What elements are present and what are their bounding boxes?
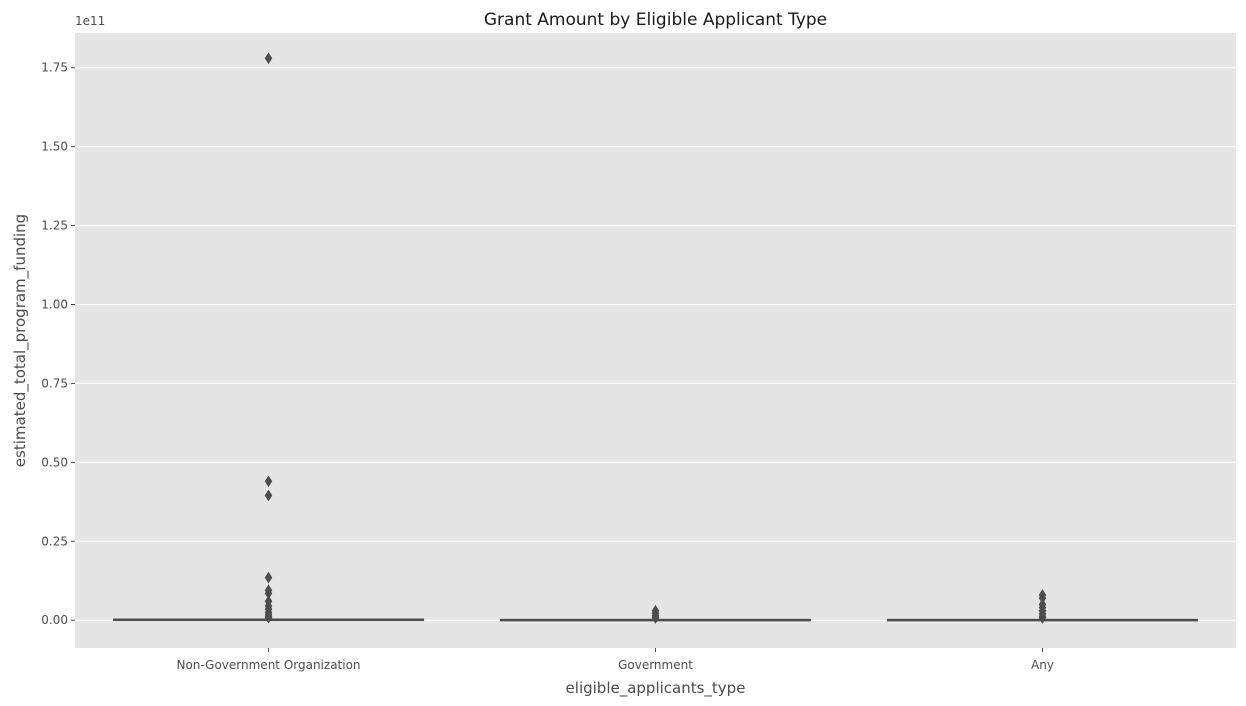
chart-title: Grant Amount by Eligible Applicant Type bbox=[484, 10, 827, 30]
x-tick-label: Non-Government Organization bbox=[176, 658, 360, 672]
y-axis-offset-label: 1e11 bbox=[75, 14, 105, 28]
x-tick-label: Any bbox=[1031, 658, 1054, 672]
y-axis-ticks: 0.00 0.25 0.50 0.75 1.00 1.25 1.50 1.75 bbox=[41, 61, 75, 627]
grid-lines bbox=[75, 67, 1236, 621]
y-tick-label: 1.25 bbox=[41, 219, 68, 233]
boxes bbox=[112, 52, 1199, 624]
y-tick-label: 1.50 bbox=[41, 140, 68, 154]
x-axis-ticks: Non-Government Organization Government Any bbox=[176, 648, 1054, 672]
box-1 bbox=[499, 604, 812, 624]
box-2 bbox=[886, 588, 1199, 624]
y-tick-label: 0.50 bbox=[41, 455, 68, 469]
outlier-point bbox=[264, 611, 273, 624]
outlier-point bbox=[264, 571, 273, 584]
y-axis-label: estimated_total_program_funding bbox=[11, 214, 30, 467]
box-0 bbox=[112, 52, 425, 624]
y-tick-label: 0.25 bbox=[41, 534, 68, 548]
y-tick-label: 1.75 bbox=[41, 61, 68, 75]
y-tick-label: 1.00 bbox=[41, 298, 68, 312]
outlier-point bbox=[1038, 612, 1047, 624]
y-tick-label: 0.75 bbox=[41, 376, 68, 390]
x-tick-label: Government bbox=[618, 658, 693, 672]
outlier-point bbox=[264, 475, 273, 488]
x-axis-label: eligible_applicants_type bbox=[566, 679, 746, 698]
outlier-point bbox=[264, 52, 273, 65]
plot-background bbox=[75, 33, 1236, 648]
outlier-point bbox=[651, 612, 660, 624]
y-tick-label: 0.00 bbox=[41, 613, 68, 627]
outlier-point bbox=[264, 489, 273, 502]
